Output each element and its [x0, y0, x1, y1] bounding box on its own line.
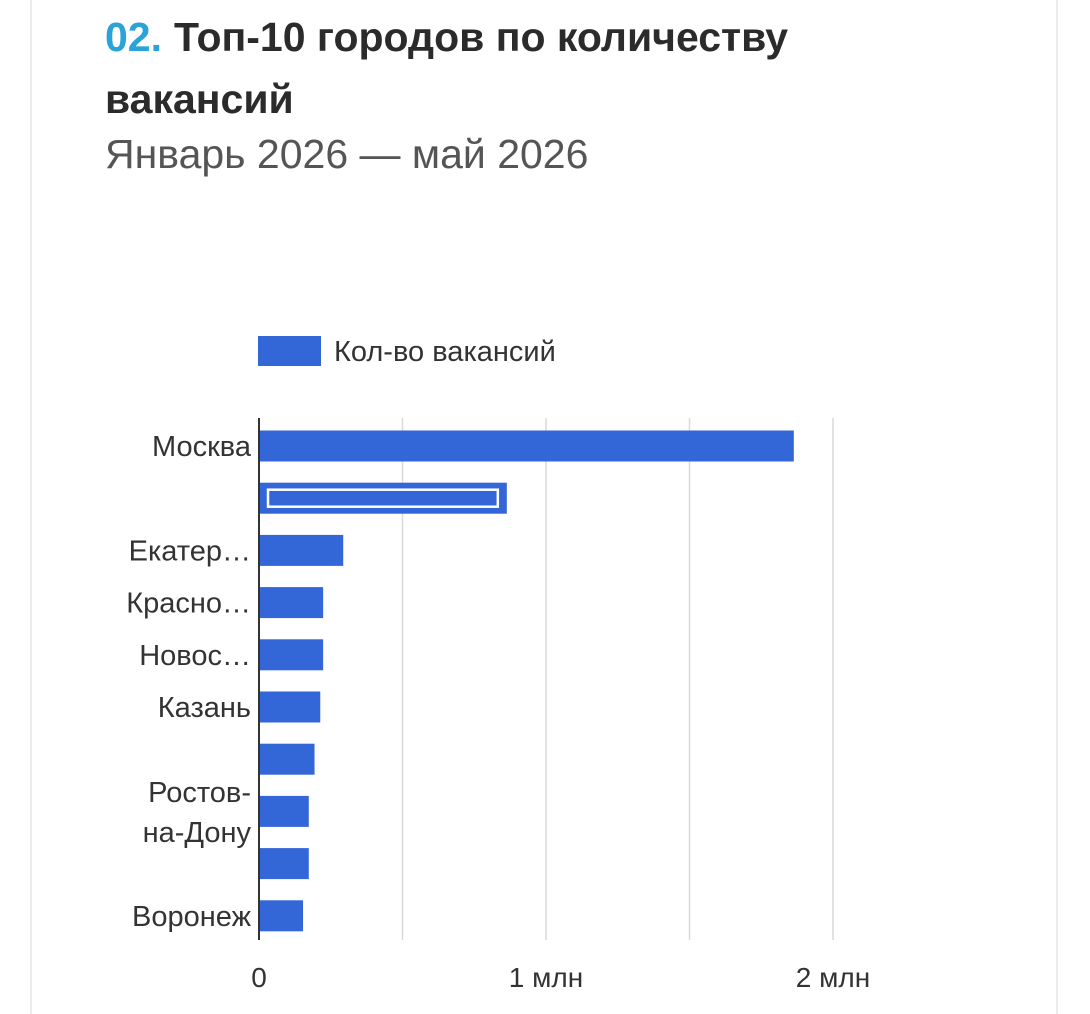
x-tick-label: 2 млн	[796, 962, 870, 993]
bars	[260, 430, 794, 932]
legend-label: Кол-во вакансий	[334, 336, 556, 368]
legend: Кол-во вакансий	[258, 336, 556, 368]
bar	[260, 743, 315, 775]
category-label: Новос…	[139, 640, 251, 672]
legend-swatch	[258, 336, 321, 366]
bar	[260, 587, 324, 619]
bar-highlight-inner	[270, 491, 496, 505]
bar	[260, 534, 344, 566]
x-tick-label: 1 млн	[509, 962, 583, 993]
bar	[260, 691, 321, 723]
chart-title: Топ-10 городов по количеству	[174, 14, 789, 60]
category-label: Казань	[158, 692, 251, 724]
chart-header: 02. Топ-10 городов по количеству вакансий…	[105, 6, 965, 178]
x-axis-ticks: 0 1 млн 2 млн	[251, 962, 870, 993]
chart-card	[30, 0, 1058, 1014]
bar	[260, 482, 507, 514]
bar	[260, 639, 324, 671]
category-label: Красно…	[126, 588, 251, 620]
bar-highlight-outline	[266, 488, 500, 508]
category-label: на-Дону	[143, 817, 252, 849]
chart-title-line-2: вакансий	[105, 76, 294, 122]
category-label: Воронеж	[132, 901, 252, 933]
category-labels: Москва Екатер… Красно… Новос… Казань Ростов-н…	[126, 431, 252, 933]
chart-subtitle: Январь 2026 — май 2026	[105, 131, 589, 177]
bar	[260, 848, 309, 880]
x-tick-label: 0	[251, 962, 267, 993]
category-label: Ростов-	[148, 777, 251, 809]
chart-number: 02.	[105, 14, 162, 60]
category-label: Москва	[152, 431, 252, 463]
bar	[260, 795, 309, 827]
chart-title-line-1: 02. Топ-10 городов по количеству	[105, 6, 965, 68]
category-label: Екатер…	[129, 535, 251, 567]
bar	[260, 900, 304, 932]
bar	[260, 430, 794, 462]
